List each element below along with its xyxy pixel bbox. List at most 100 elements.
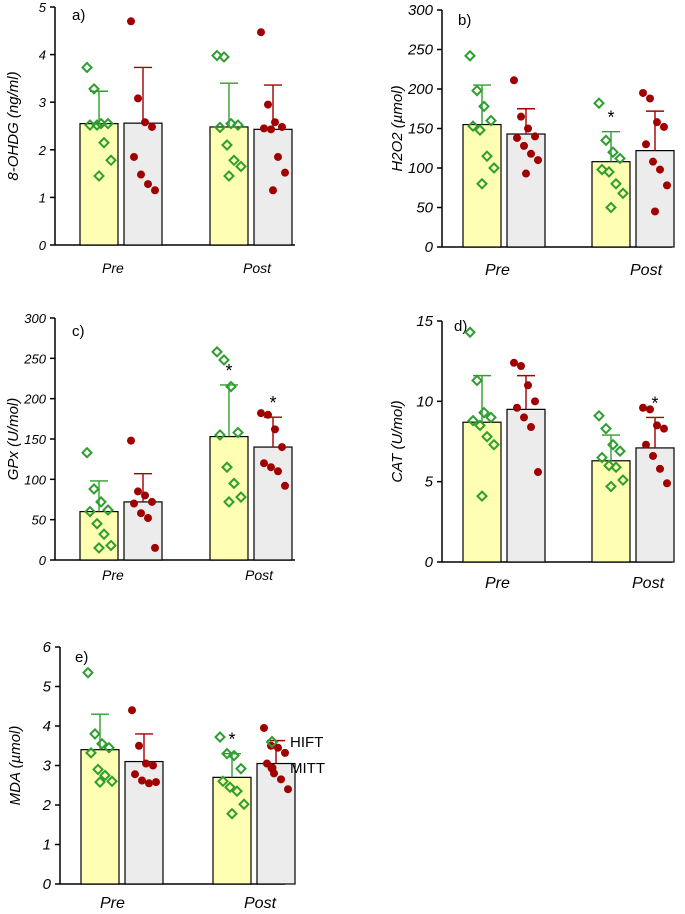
gpx-bar-mitt-pre-point: [127, 436, 135, 445]
mda-bar-hift-pre-point: [99, 769, 111, 782]
mda-y-tick-label: 2: [42, 797, 52, 814]
h2o2-bar-hift-pre-point: [481, 150, 493, 163]
gpx-bar-hift-post-point: [235, 491, 247, 503]
8-ohdg-bar-hift-post: [209, 126, 249, 246]
mda-bar-hift-pre-point: [89, 727, 101, 740]
mda-x-tick-label: Post: [244, 895, 277, 912]
panel-h2o2: 0 50 100 150 200 250 300 H2O2 (µmol) b) Pre Post *: [389, 2, 675, 279]
mda-bar-mitt-pre-point: [138, 776, 146, 785]
mda-bar-mitt-post-point: [281, 748, 289, 757]
mda-bar-hift-post-point: [231, 785, 243, 798]
cat-bar-hift-post-point: [600, 422, 612, 435]
gpx-bar-hift-post-point: [218, 354, 230, 366]
gpx-bar-mitt-pre-point: [137, 509, 145, 518]
cat-panel-label: d): [454, 318, 467, 335]
h2o2-bar-mitt-post-point: [653, 118, 661, 127]
8-ohdg-bar-hift-pre-point: [93, 170, 105, 182]
h2o2-bar-hift-pre-point: [476, 177, 488, 190]
8-ohdg-bar-mitt-post-point: [264, 100, 272, 109]
gpx-bar-hift-pre-point: [88, 483, 100, 495]
8-ohdg-y-tick-label: 2: [38, 143, 47, 158]
gpx-panel-label: c): [72, 323, 85, 340]
8-ohdg-bar-hift-pre-point: [98, 136, 110, 149]
gpx-x-tick-label: Post: [245, 567, 274, 583]
8-ohdg-bar-mitt-post-point: [274, 152, 282, 161]
mda-bar-hift-pre-point: [96, 737, 108, 750]
cat-bar-mitt-pre-point: [534, 468, 542, 477]
legend-item-mitt: MITT: [267, 760, 325, 777]
mda-y-tick-label: 0: [43, 876, 52, 893]
h2o2-bar-mitt-post-point: [646, 94, 654, 103]
8-ohdg-y-tick-label: 3: [39, 95, 47, 110]
cat-bar-mitt-post-point: [653, 421, 661, 430]
h2o2-x-tick-label: Pre: [485, 262, 510, 279]
h2o2-bar-mitt-post-point: [642, 140, 650, 149]
8-ohdg-bar-mitt-pre-point: [148, 122, 156, 131]
cat-bar-mitt-post: [635, 447, 675, 563]
mda-bar-hift-post: [212, 776, 252, 885]
gpx-x-tick-label: Pre: [102, 567, 124, 583]
legend-mitt-marker: [267, 763, 277, 773]
legend-hift-marker: [265, 735, 279, 749]
legend-mitt-label: MITT: [290, 760, 325, 777]
gpx-bar-hift-post-point: [228, 477, 240, 490]
gpx-bar-hift-pre-point: [84, 505, 96, 518]
gpx-bar-hift-pre-point: [91, 517, 103, 530]
h2o2-bar-mitt-pre-point: [522, 169, 530, 178]
8-ohdg-y-axis-label: 8-OHDG (ng/ml): [5, 71, 22, 180]
gpx-bar-hift-post-point: [214, 429, 226, 441]
mda-bar-hift-pre-point: [106, 775, 118, 788]
h2o2-bar-mitt-post-point: [639, 88, 647, 97]
h2o2-y-tick-label: 50: [416, 200, 433, 217]
gpx-y-axis-label: GPx (U/mol): [5, 398, 22, 481]
8-ohdg-bar-mitt-pre-point: [137, 170, 145, 179]
gpx-bar-mitt-pre-point: [141, 491, 149, 500]
cat-bar-hift-post-point: [593, 409, 605, 422]
mda-bar-mitt-post-point: [284, 785, 292, 794]
8-ohdg-bar-hift-post-point: [211, 49, 223, 62]
8-ohdg-bar-mitt-post-point: [278, 122, 286, 131]
8-ohdg-bar-mitt-post-point: [267, 125, 275, 134]
gpx-bar-hift-pre-point: [98, 528, 110, 541]
cat-bar-mitt-post-point: [649, 451, 657, 460]
h2o2-bar-mitt-post-point: [651, 207, 659, 216]
gpx-bar-hift-pre-point: [95, 496, 107, 508]
8-ohdg-x-tick-label: Pre: [102, 260, 124, 276]
legend-hift-label: HIFT: [290, 734, 323, 751]
h2o2-y-tick-label: 150: [408, 121, 434, 138]
cat-bar-hift-post-point: [610, 461, 622, 474]
h2o2-bar-hift-pre-point: [485, 114, 497, 127]
panel-gpx: 0 50 100 150 200 250 300 GPx (U/mol) c) Pre Post * *: [5, 311, 295, 583]
h2o2-bar-hift-pre-point: [464, 49, 476, 62]
gpx-y-tick-label: 150: [24, 432, 46, 447]
h2o2-y-tick-label: 250: [407, 42, 434, 59]
mda-bar-mitt-pre-point: [128, 706, 136, 715]
gpx-bar-mitt-post-point: [271, 425, 279, 434]
h2o2-x-tick-label: Post: [630, 262, 663, 279]
cat-bar-mitt-post-point: [639, 403, 647, 412]
h2o2-bar-hift-pre-point: [471, 84, 483, 97]
8-ohdg-bar-mitt-pre-point: [141, 118, 149, 127]
mda-bar-mitt-pre-point: [135, 741, 143, 750]
gpx-bar-hift-post-significance: *: [225, 361, 232, 381]
mda-bar-hift-post-point: [238, 798, 250, 811]
cat-bar-mitt-post-point: [642, 440, 650, 449]
gpx-bar-mitt-pre-point: [148, 497, 156, 506]
cat-bar-hift-pre-point: [476, 490, 488, 503]
mda-bar-mitt-pre-point: [152, 778, 160, 787]
h2o2-bar-mitt-pre-point: [510, 76, 518, 85]
gpx-bar-mitt-post-point: [260, 459, 268, 468]
8-ohdg-bar-mitt-pre: [123, 122, 163, 246]
h2o2-bar-mitt-pre-point: [520, 141, 528, 150]
mda-bar-mitt-post: [256, 762, 296, 885]
h2o2-bar-mitt-post: [635, 150, 675, 248]
8-ohdg-bar-hift-post-point: [218, 51, 230, 63]
8-ohdg-bar-mitt-pre-point: [130, 152, 138, 161]
h2o2-bar-mitt-pre: [506, 133, 546, 248]
h2o2-y-tick-label: 0: [425, 239, 434, 256]
mda-bar-hift-post-point: [226, 807, 238, 820]
cat-bar-hift-post: [591, 460, 631, 563]
h2o2-bar-hift-pre-point: [488, 162, 500, 174]
gpx-bar-mitt-pre-point: [144, 514, 152, 523]
